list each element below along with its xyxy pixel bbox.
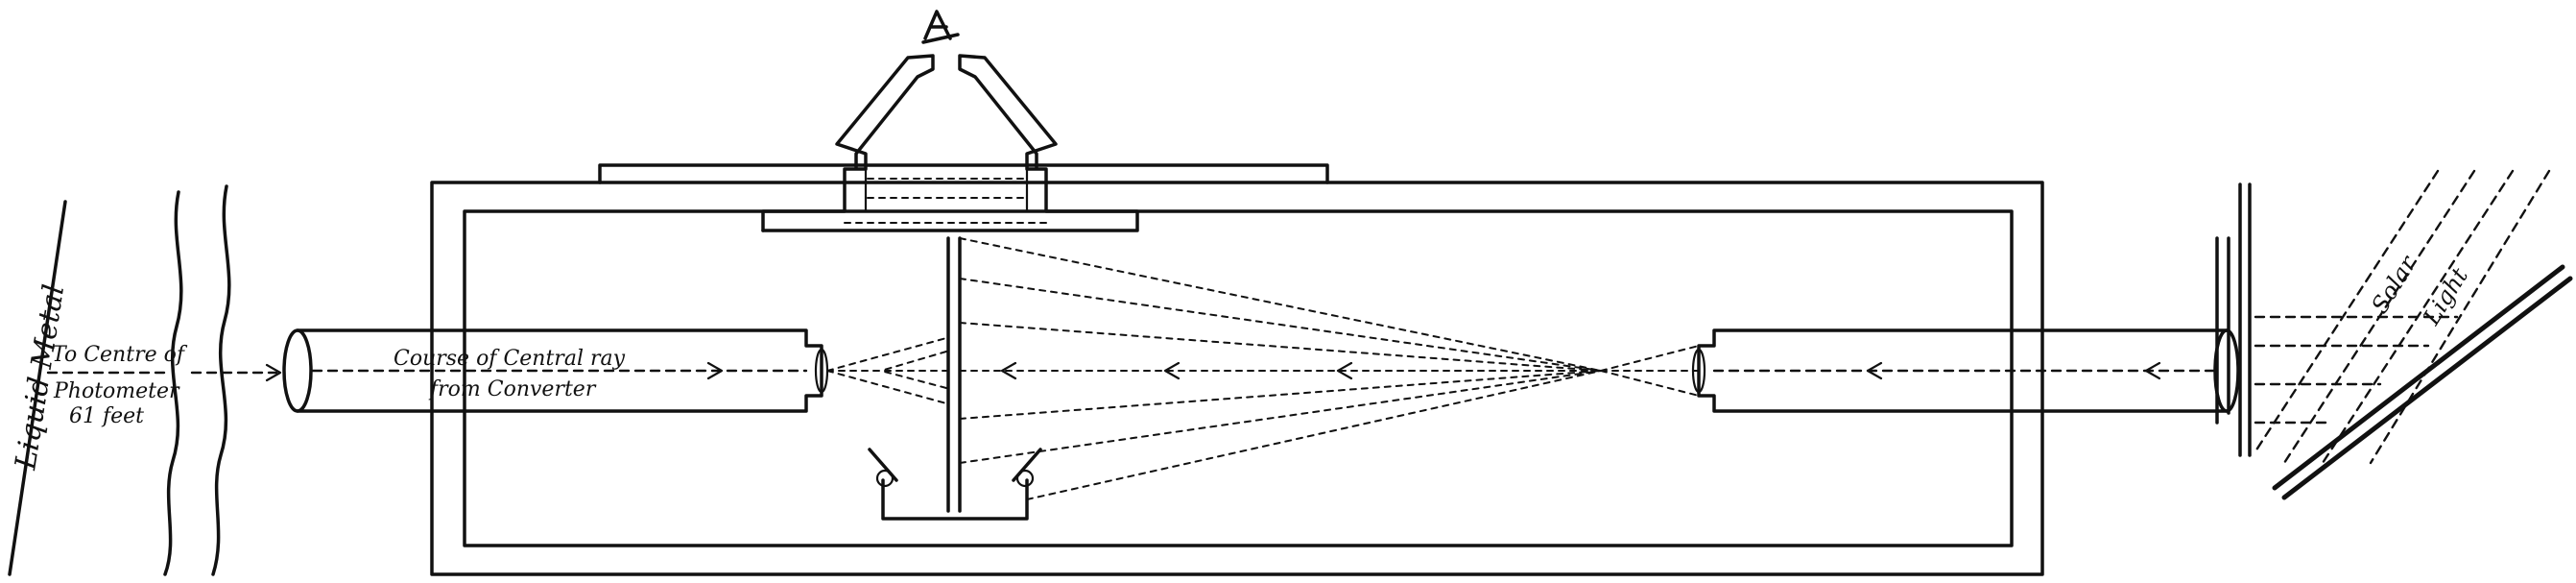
- central-ray-label-line2: from Converter: [428, 377, 597, 401]
- left-tube-lens: [282, 328, 313, 413]
- right-tube-arrow-1: [1866, 361, 1883, 380]
- central-ray-label-line1: Course of Central ray: [394, 347, 626, 371]
- heliostat-mirror-2: [2281, 276, 2573, 500]
- left-cone-4: [880, 351, 947, 372]
- fan-arrow-1: [1000, 361, 1017, 380]
- solar-ray-diag-4: [2254, 169, 2440, 453]
- solar-light-label-word1: Solar: [2366, 250, 2422, 318]
- ray-fan-2: [959, 278, 1602, 372]
- ray-fan-5: [959, 370, 1602, 420]
- stand-pivot-right: [1015, 469, 1035, 488]
- arrow-head-left: [265, 363, 282, 382]
- ray-fan-7: [1026, 370, 1602, 500]
- outer-box: [430, 181, 2044, 576]
- break-mark-left: [163, 190, 183, 576]
- right-tube: [1697, 328, 2229, 413]
- solar-ray-diag-3: [2369, 169, 2551, 465]
- left-tube: [296, 328, 823, 413]
- mirror-stand: [881, 478, 1029, 521]
- liquid-metal-surface: [8, 200, 67, 576]
- to-centre-label-line3: 61 feet: [69, 404, 144, 428]
- eyepiece-base: [761, 54, 1139, 232]
- fan-arrow-2: [1163, 361, 1181, 380]
- right-cone-2: [1600, 370, 1700, 397]
- fan-arrow-3: [1336, 361, 1353, 380]
- left-cone-1: [826, 337, 947, 372]
- right-tube-arrow-2: [2144, 361, 2161, 380]
- to-centre-label-line1: To Centre of: [52, 343, 188, 367]
- eyepiece-base-left: [761, 54, 935, 232]
- solar-light-label-word2: Light: [2418, 263, 2473, 330]
- heliostat-mirror-1: [2272, 264, 2565, 491]
- liquid-metal-label: Liquid Metal: [9, 282, 71, 473]
- solar-ray-diag-2: [2321, 169, 2515, 465]
- left-cone-5: [880, 370, 947, 389]
- left-cone-2: [826, 370, 947, 404]
- inner-box: [463, 209, 2014, 547]
- ray-fan-3: [959, 322, 1602, 372]
- solar-ray-diag-1: [2282, 169, 2476, 465]
- right-cone-1: [1600, 345, 1700, 372]
- right-tube-eye-lens: [1691, 348, 1706, 394]
- ray-fan-1: [959, 237, 1602, 372]
- break-mark-right: [211, 184, 231, 576]
- right-tube-lens: [2213, 328, 2240, 413]
- stand-pivot-left: [875, 469, 894, 488]
- ray-fan-6: [959, 370, 1602, 464]
- eyepiece-symbol: [921, 10, 960, 44]
- top-lid: [598, 163, 1329, 184]
- to-centre-label-line2: Photometer: [53, 379, 180, 403]
- left-tube-arrow: [706, 361, 724, 380]
